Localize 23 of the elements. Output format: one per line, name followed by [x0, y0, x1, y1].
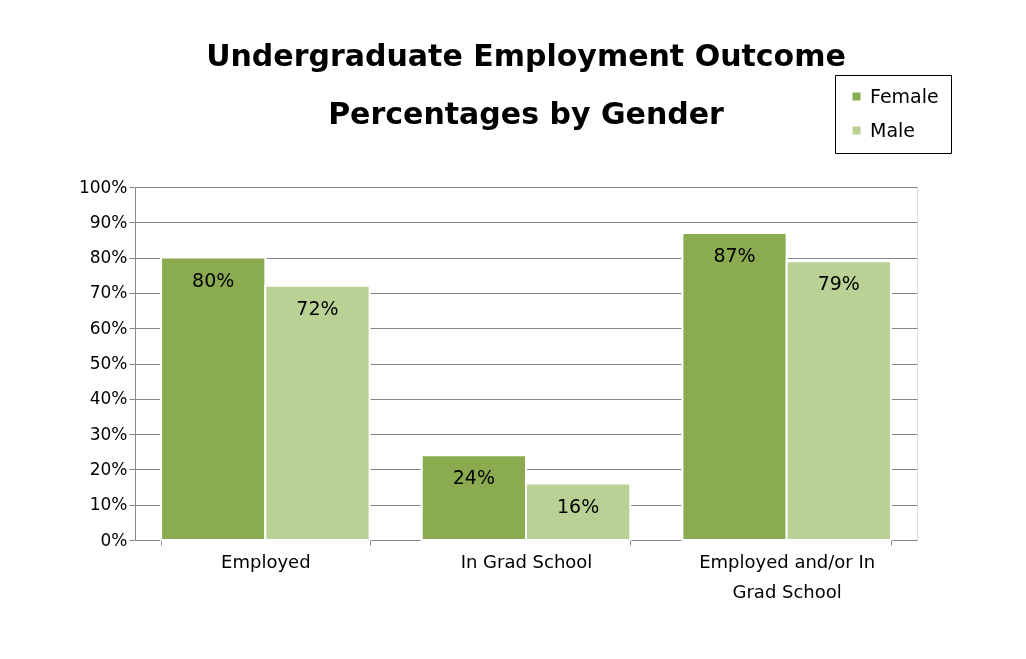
y-tick-label: 80%: [89, 247, 128, 268]
y-tick-label: 10%: [89, 494, 128, 515]
data-label: 16%: [557, 494, 600, 517]
legend-label: Female: [870, 84, 939, 107]
data-label: 79%: [817, 272, 860, 295]
y-tick-label: 30%: [89, 423, 128, 444]
x-tick-label: In Grad School: [460, 550, 593, 572]
y-tick-label: 100%: [78, 176, 128, 197]
y-tick-label: 40%: [89, 388, 128, 409]
y-tick-label: 60%: [89, 317, 128, 338]
y-tick-label: 70%: [89, 282, 128, 303]
data-label: 72%: [296, 296, 339, 319]
data-label: 24%: [452, 466, 495, 489]
y-tick-label: 90%: [89, 211, 128, 232]
y-tick-label: 20%: [89, 458, 128, 479]
y-tick-label: 0%: [100, 529, 128, 550]
legend-label: Male: [870, 118, 916, 141]
data-label: 87%: [713, 243, 756, 266]
x-tick-label: Employed and/or In Grad School: [699, 550, 876, 602]
y-tick-label: 50%: [89, 353, 128, 373]
data-label: 80%: [192, 268, 235, 291]
x-tick-label: Employed: [221, 550, 311, 572]
chart-title: Undergraduate Employment Outcome Percentages by Gender: [206, 37, 846, 131]
